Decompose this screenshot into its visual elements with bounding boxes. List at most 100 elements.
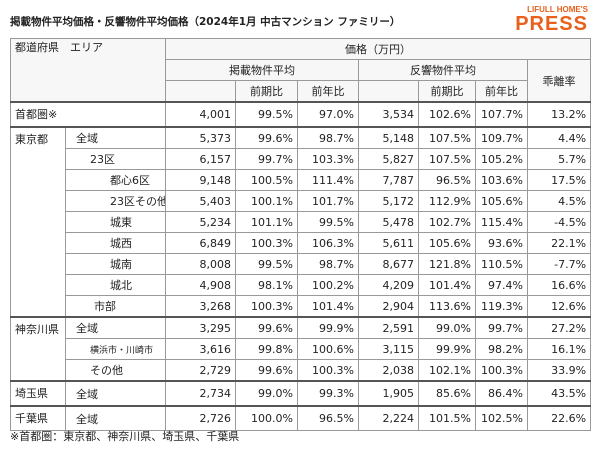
header: 掲載物件平均 xyxy=(165,59,359,81)
cell: 99.5% xyxy=(297,211,359,233)
area: 全域 xyxy=(65,380,166,407)
cell: 98.7% xyxy=(297,253,359,275)
cell: 96.5% xyxy=(418,169,476,191)
row: 横浜市・川崎市 3,616 99.8% 100.6% 3,115 99.9% 98.2% 16… xyxy=(11,338,592,360)
cell: 2,734 xyxy=(165,380,236,407)
cell: 4,001 xyxy=(165,101,236,128)
row: 市部 3,268 100.3% 101.4% 2,904 113.6% 119.3% 12.6… xyxy=(11,295,592,318)
row: 都心6区 9,148 100.5% 111.4% 7,787 96.5% 103.6% 17.… xyxy=(11,169,592,191)
cell: 2,904 xyxy=(358,295,419,318)
cell: 5.7% xyxy=(526,148,592,170)
row: 23区 6,157 99.7% 103.3% 5,827 107.5% 105.2% 5.7% xyxy=(11,148,592,170)
cell: 102.5% xyxy=(475,405,528,431)
logo-top: LIFULL HOME'S xyxy=(527,5,588,14)
cell: 5,373 xyxy=(165,126,236,149)
cell: 110.5% xyxy=(475,253,528,275)
row: 城東 5,234 101.1% 99.5% 5,478 102.7% 115.4% -4.5% xyxy=(11,211,592,233)
cell: 5,234 xyxy=(165,211,236,233)
cell: 5,172 xyxy=(358,190,419,212)
cell: 97.0% xyxy=(297,101,359,128)
logo-main: PRESS xyxy=(515,13,588,35)
cell: 103.3% xyxy=(297,148,359,170)
area: その他 xyxy=(65,359,166,382)
cell: 5,148 xyxy=(358,126,419,149)
cell: 8,677 xyxy=(358,253,419,275)
cell: 121.8% xyxy=(418,253,476,275)
area: 城南 xyxy=(65,253,166,275)
cell: 105.6% xyxy=(475,190,528,212)
cell: 9,148 xyxy=(165,169,236,191)
row: 千葉県 全域 2,726 100.0% 96.5% 2,224 101.5% 102.5% 22… xyxy=(10,405,592,431)
cell: 3,295 xyxy=(165,316,236,339)
row: その他 2,729 99.6% 100.3% 2,038 102.1% 100.3% 33.9… xyxy=(11,359,592,382)
cell: 111.4% xyxy=(297,169,359,191)
cell: 99.9% xyxy=(418,338,476,360)
area: 城西 xyxy=(65,232,166,254)
area: 城東 xyxy=(65,211,166,233)
cell: 16.1% xyxy=(526,338,592,360)
row: 城南 8,008 99.5% 98.7% 8,677 121.8% 110.5% -7.7% xyxy=(11,253,592,275)
cell: 99.6% xyxy=(235,359,298,382)
area: 23区 xyxy=(65,148,166,170)
logo: LIFULL HOME'S PRESS xyxy=(515,5,588,35)
cell: 99.0% xyxy=(235,380,298,407)
cell: 16.6% xyxy=(526,274,592,296)
cell: 101.4% xyxy=(297,295,359,318)
cell: 105.6% xyxy=(418,232,476,254)
corner: 都道府県 エリア xyxy=(10,38,166,103)
cell: 2,726 xyxy=(165,405,236,431)
cell: 6,157 xyxy=(165,148,236,170)
region: 東京都 xyxy=(10,126,66,318)
cell: 99.0% xyxy=(418,316,476,339)
price-table: 都道府県 エリア 価格（万円） 掲載物件平均 反響物件平均 乖離率 前期比 前年比 前期比… xyxy=(10,38,592,431)
region: 神奈川県 xyxy=(10,316,66,382)
cell: 103.6% xyxy=(475,169,528,191)
cell: 33.9% xyxy=(526,359,592,382)
cell: 85.6% xyxy=(418,380,476,407)
cell: -7.7% xyxy=(526,253,592,275)
cell: 2,224 xyxy=(358,405,419,431)
area: 都心6区 xyxy=(65,169,166,191)
cell: 43.5% xyxy=(526,380,592,407)
row: 埼玉県 全域 2,734 99.0% 99.3% 1,905 85.6% 86.4% 43.5% xyxy=(10,380,592,407)
cell: 112.9% xyxy=(418,190,476,212)
cell: 100.0% xyxy=(235,405,298,431)
row: 東京都 全域 5,373 99.6% 98.7% 5,148 107.5% 109.7% 4.4… xyxy=(10,126,592,318)
row: 神奈川県 全域 3,295 99.6% 99.9% 2,591 99.0% 99.7% 27.2… xyxy=(10,316,592,382)
cell: 96.5% xyxy=(297,405,359,431)
cell: 98.2% xyxy=(475,338,528,360)
cell: 3,534 xyxy=(358,101,419,128)
cell: 3,115 xyxy=(358,338,419,360)
cell: 2,038 xyxy=(358,359,419,382)
area: 市部 xyxy=(65,295,166,318)
cell: 100.3% xyxy=(297,359,359,382)
cell: 3,616 xyxy=(165,338,236,360)
blank xyxy=(358,80,419,103)
cell: 5,611 xyxy=(358,232,419,254)
header: 前年比 xyxy=(297,80,359,103)
cell: 12.6% xyxy=(526,295,592,318)
cell: 3,268 xyxy=(165,295,236,318)
area: 23区その他 xyxy=(65,190,166,212)
row: 23区その他 5,403 100.1% 101.7% 5,172 112.9% 105.6%… xyxy=(11,190,592,212)
header: 反響物件平均 xyxy=(358,59,528,81)
cell: 102.7% xyxy=(418,211,476,233)
cell: 99.6% xyxy=(235,316,298,339)
cell: 100.5% xyxy=(235,169,298,191)
cell: 106.3% xyxy=(297,232,359,254)
header: 乖離率 xyxy=(526,59,592,103)
cell: 4,209 xyxy=(358,274,419,296)
cell: 98.7% xyxy=(297,126,359,149)
cell: 98.1% xyxy=(235,274,298,296)
region: 埼玉県 xyxy=(10,380,66,407)
cell: 100.1% xyxy=(235,190,298,212)
cell: 107.7% xyxy=(475,101,528,128)
header: 前期比 xyxy=(418,80,476,103)
header: 前年比 xyxy=(475,80,528,103)
cell: 107.5% xyxy=(418,126,476,149)
cell: 113.6% xyxy=(418,295,476,318)
cell: 13.2% xyxy=(526,101,592,128)
area: 全域 xyxy=(65,126,166,149)
cell: 5,827 xyxy=(358,148,419,170)
